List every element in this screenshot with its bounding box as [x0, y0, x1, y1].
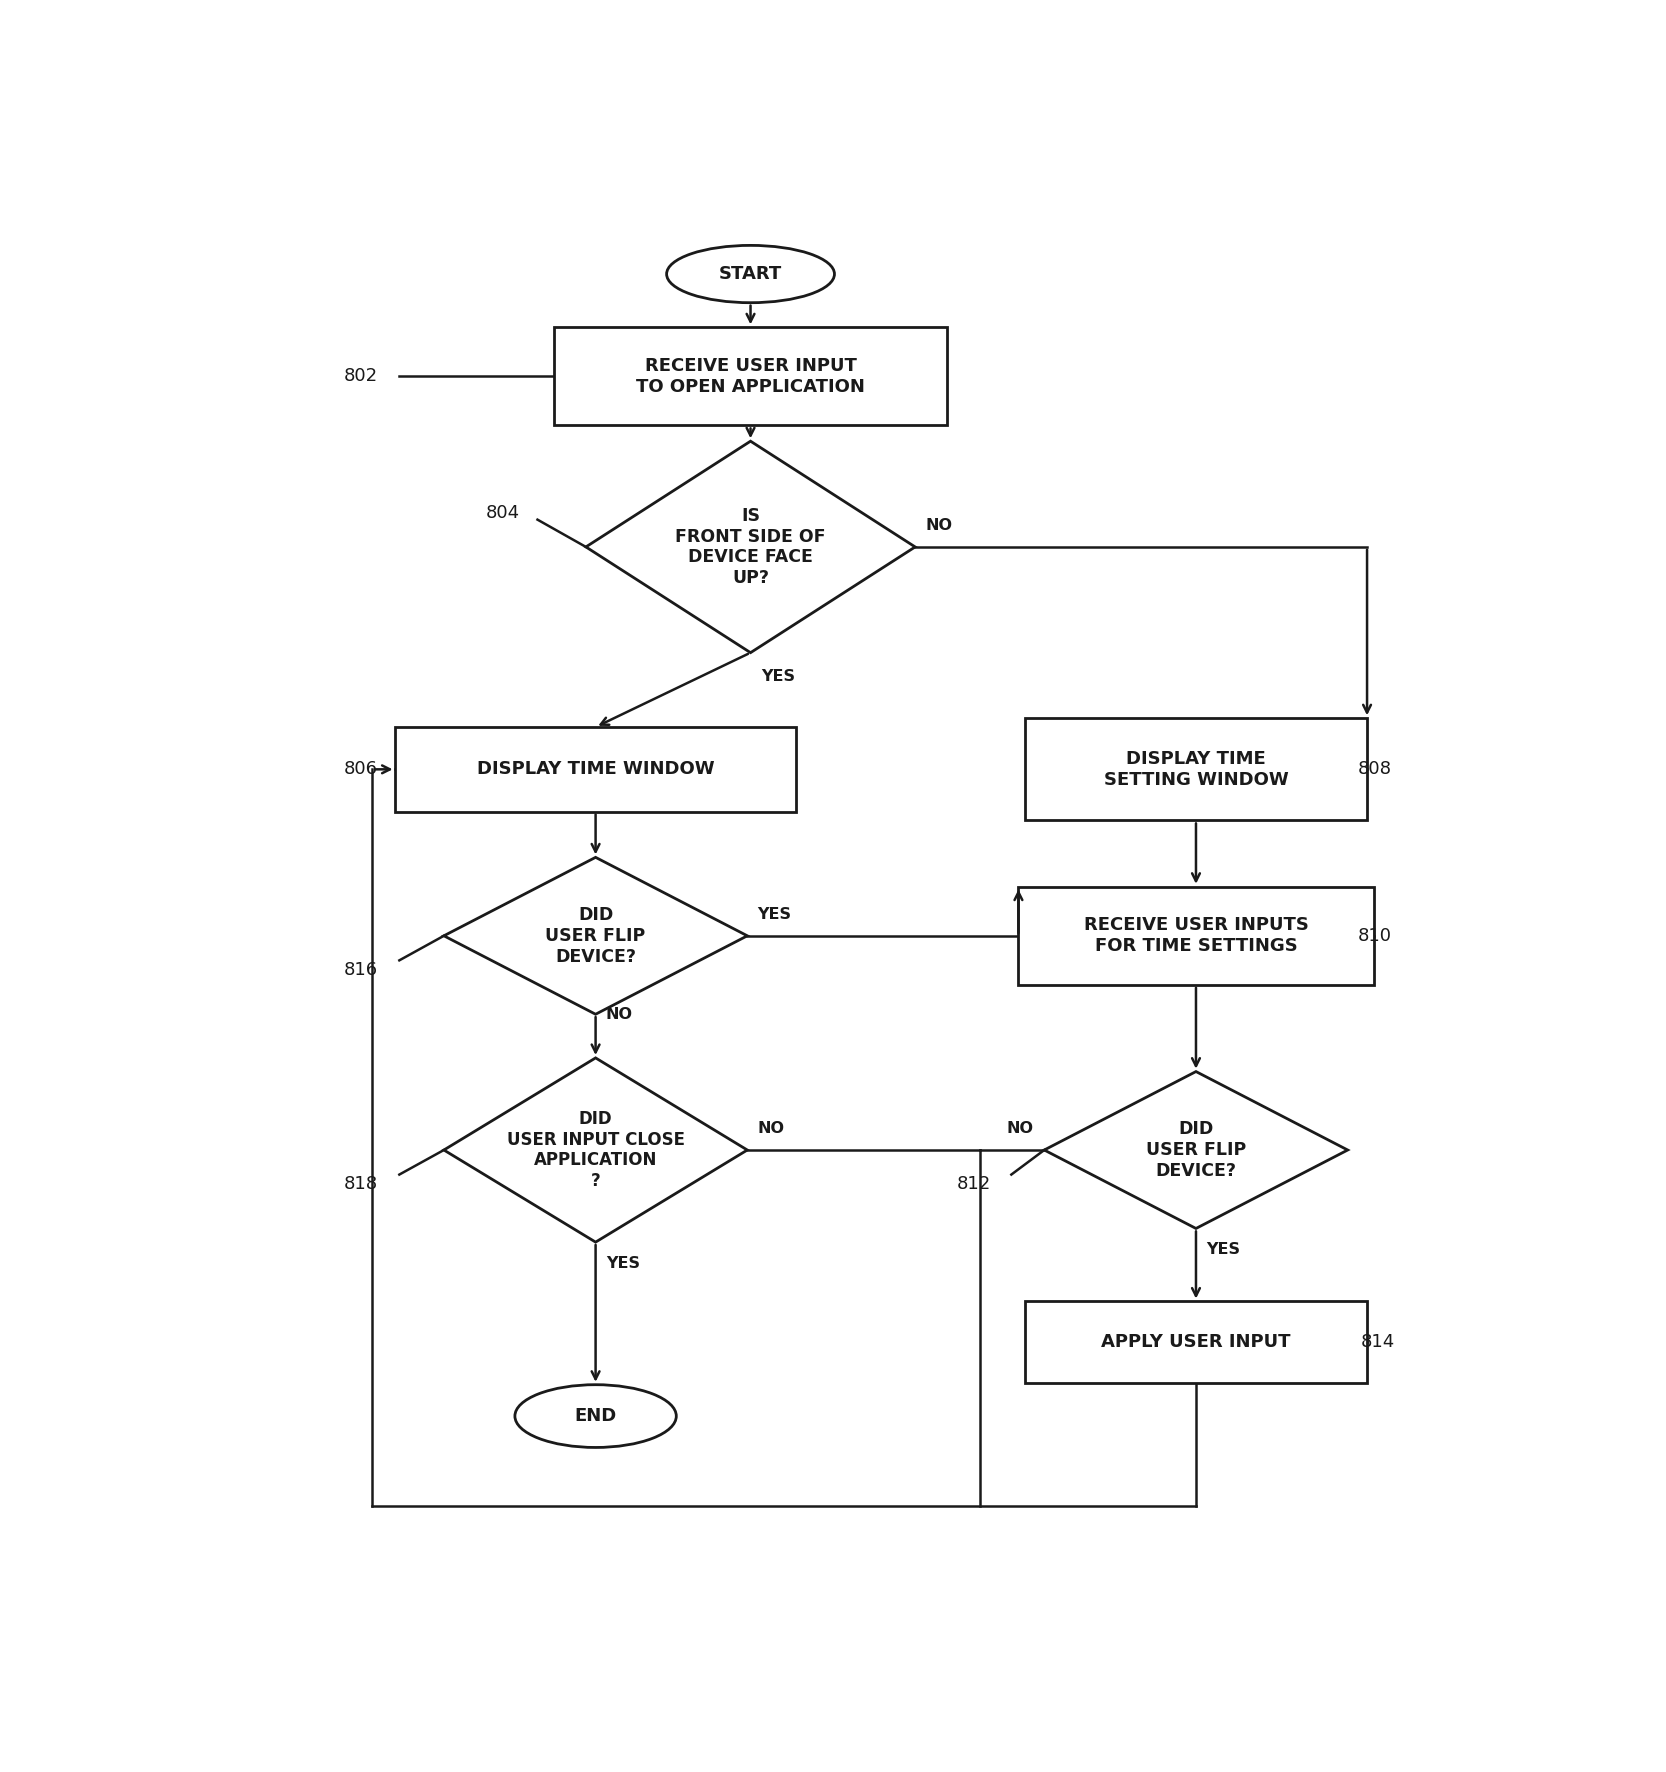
Text: RECEIVE USER INPUTS
FOR TIME SETTINGS: RECEIVE USER INPUTS FOR TIME SETTINGS	[1083, 916, 1308, 955]
Text: 810: 810	[1358, 927, 1391, 944]
Text: 802: 802	[343, 367, 378, 385]
Polygon shape	[443, 858, 748, 1014]
Bar	[553, 328, 948, 425]
Ellipse shape	[666, 245, 835, 303]
Text: NO: NO	[606, 1008, 633, 1022]
Text: DISPLAY TIME WINDOW: DISPLAY TIME WINDOW	[476, 760, 715, 778]
Text: 812: 812	[956, 1175, 991, 1193]
Text: 804: 804	[486, 503, 520, 521]
Bar	[1025, 1301, 1368, 1384]
Text: START: START	[720, 266, 781, 284]
Text: END: END	[575, 1407, 616, 1425]
Text: APPLY USER INPUT: APPLY USER INPUT	[1101, 1333, 1291, 1352]
Text: IS
FRONT SIDE OF
DEVICE FACE
UP?: IS FRONT SIDE OF DEVICE FACE UP?	[675, 507, 826, 587]
Ellipse shape	[515, 1384, 676, 1448]
Text: YES: YES	[606, 1256, 640, 1271]
Text: DID
USER FLIP
DEVICE?: DID USER FLIP DEVICE?	[545, 905, 646, 966]
Text: NO: NO	[1006, 1122, 1035, 1136]
Text: NO: NO	[758, 1122, 785, 1136]
Text: YES: YES	[761, 670, 795, 684]
Polygon shape	[586, 441, 915, 652]
Bar	[1025, 718, 1368, 820]
Bar	[395, 727, 796, 812]
Text: 806: 806	[343, 760, 378, 778]
Polygon shape	[443, 1058, 748, 1242]
Text: 814: 814	[1361, 1333, 1396, 1352]
Text: 808: 808	[1358, 760, 1391, 778]
Text: RECEIVE USER INPUT
TO OPEN APPLICATION: RECEIVE USER INPUT TO OPEN APPLICATION	[636, 356, 865, 395]
Text: DID
USER INPUT CLOSE
APPLICATION
?: DID USER INPUT CLOSE APPLICATION ?	[506, 1109, 685, 1191]
Bar	[1018, 886, 1373, 985]
Text: YES: YES	[758, 907, 791, 921]
Text: NO: NO	[926, 517, 953, 533]
Text: DID
USER FLIP
DEVICE?: DID USER FLIP DEVICE?	[1146, 1120, 1246, 1180]
Text: YES: YES	[1206, 1242, 1240, 1256]
Polygon shape	[1045, 1072, 1348, 1228]
Text: 816: 816	[343, 960, 378, 978]
Text: 818: 818	[343, 1175, 378, 1193]
Text: DISPLAY TIME
SETTING WINDOW: DISPLAY TIME SETTING WINDOW	[1103, 750, 1288, 789]
